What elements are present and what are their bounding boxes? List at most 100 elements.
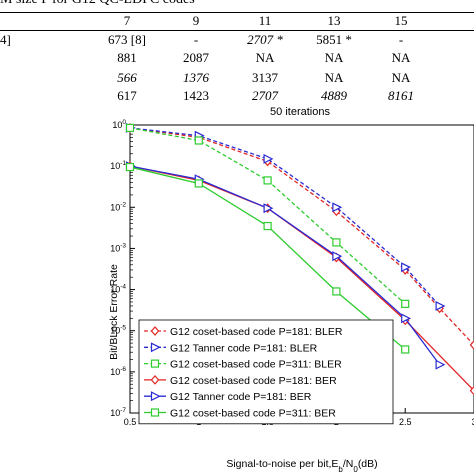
- table-cell: 617: [117, 88, 137, 103]
- legend-marker: [150, 359, 160, 368]
- data-point: [469, 340, 474, 350]
- series-line: [129, 127, 406, 305]
- x-tick-label: 3: [471, 417, 474, 427]
- table-cell: 881: [117, 50, 137, 65]
- data-point: [435, 359, 446, 370]
- x-axis-label: Signal-to-noise per bit,Eb/N0(dB): [226, 458, 377, 474]
- data-point: [125, 123, 135, 133]
- legend-marker: [150, 391, 161, 402]
- legend-entry: G12 coset-based code P=311: BLER: [170, 359, 342, 371]
- y-tick-label: 100: [112, 119, 126, 130]
- table-caption: M size P for G12 QC-LDPC codes: [0, 0, 195, 8]
- legend-marker: [150, 326, 160, 336]
- table-header-cell: 13: [327, 13, 341, 28]
- chart-legend: G12 coset-based code P=181: BLER G12 Tann…: [138, 319, 394, 425]
- legend-marker: [150, 342, 161, 353]
- table-cell: NA: [391, 50, 411, 65]
- data-point: [332, 202, 343, 213]
- y-tick-exp: -5: [120, 325, 126, 332]
- y-tick-label: 10-1: [110, 160, 126, 171]
- x-tick-label: 0.5: [124, 417, 137, 427]
- y-tick-label: 10-3: [110, 242, 126, 253]
- data-point: [194, 136, 203, 145]
- y-tick-label: 10-2: [110, 201, 126, 212]
- table-cell: 673 [8]: [108, 32, 146, 47]
- x-label-sub2: 0: [353, 465, 358, 474]
- y-tick-label: 10-5: [110, 325, 126, 336]
- legend-entry: G12 coset-based code P=181: BER: [170, 375, 337, 387]
- x-label-mid: /N: [343, 458, 354, 470]
- table-cell: -: [398, 32, 404, 47]
- series-6: [125, 162, 410, 354]
- table-top-rule: [0, 12, 474, 13]
- table-cell: NA: [324, 70, 344, 85]
- y-tick-base: 10: [110, 367, 120, 377]
- data-point: [125, 162, 135, 172]
- x-tick-label: 2.5: [399, 417, 412, 427]
- legend-entry: G12 Tanner code P=181: BER: [170, 391, 312, 403]
- data-point: [263, 176, 272, 185]
- table-cell: 566: [117, 70, 137, 85]
- legend-entry: G12 coset-based code P=181: BLER: [170, 326, 343, 338]
- data-point: [435, 300, 446, 311]
- legend-box: [138, 319, 394, 425]
- table-header-cell: 11: [258, 13, 272, 28]
- series-line: [129, 127, 441, 307]
- legend-marker: [150, 408, 160, 417]
- table-cell: 4889: [321, 88, 347, 103]
- y-tick-exp: -1: [120, 160, 126, 167]
- table-cell: NA: [324, 50, 344, 65]
- y-tick-exp: -2: [120, 201, 126, 208]
- legend-entry: G12 coset-based code P=311: BER: [170, 408, 336, 420]
- table-cell: 1376: [183, 70, 209, 85]
- y-tick-base: 10: [110, 408, 120, 418]
- data-point: [401, 299, 410, 308]
- table-cell: NA: [255, 50, 275, 65]
- table-cell: -: [193, 32, 199, 47]
- y-tick-base: 10: [112, 120, 122, 130]
- table-cell: 2087: [183, 50, 209, 65]
- y-tick-base: 10: [110, 243, 120, 253]
- data-point: [332, 251, 343, 262]
- data-point: [332, 287, 341, 296]
- x-label-sub1: b: [338, 465, 343, 474]
- data-point: [263, 221, 272, 231]
- data-point: [194, 179, 203, 188]
- y-axis-label: Bit/BLock Error Rate: [108, 264, 120, 360]
- table-header-cell: 9: [192, 13, 200, 28]
- series-3: [125, 123, 410, 308]
- x-label-post: (dB): [358, 458, 378, 470]
- data-point: [263, 153, 274, 164]
- data-point: [332, 238, 341, 247]
- y-tick-exp: 0: [122, 119, 126, 126]
- table-cell: 1423: [183, 88, 209, 103]
- data-point: [263, 203, 274, 214]
- table-header-cell: 15: [394, 13, 408, 28]
- table-cell: 2707 *: [247, 32, 283, 47]
- table-cell: 5851 *: [316, 32, 352, 47]
- y-tick-exp: -6: [120, 366, 126, 373]
- table-cell: 8161: [388, 88, 414, 103]
- y-tick-base: 10: [110, 202, 120, 212]
- y-tick-label: 10-7: [110, 407, 126, 418]
- ber-chart: 50 iterations 10010-110-210-310-410-510-…: [108, 106, 474, 474]
- data-point: [469, 385, 474, 396]
- y-tick-label: 10-6: [110, 366, 126, 377]
- chart-title: 50 iterations: [270, 106, 330, 118]
- y-tick-exp: -3: [120, 242, 126, 249]
- legend-entry: G12 Tanner code P=181: BLER: [170, 342, 318, 354]
- table-row-label: 4]: [0, 32, 11, 47]
- table-cell: 3137: [252, 70, 278, 85]
- data-point: [401, 313, 412, 324]
- series-line: [129, 165, 441, 365]
- y-tick-base: 10: [110, 285, 120, 295]
- y-tick-exp: -7: [120, 407, 126, 414]
- table-cell: NA: [391, 70, 411, 85]
- y-tick-base: 10: [110, 161, 120, 171]
- y-tick-base: 10: [110, 326, 120, 336]
- legend-marker: [150, 374, 160, 385]
- data-point: [401, 262, 412, 273]
- table-header-cell: 7: [123, 13, 131, 28]
- y-tick-label: 10-4: [110, 284, 126, 295]
- table-header-rule: [0, 30, 474, 31]
